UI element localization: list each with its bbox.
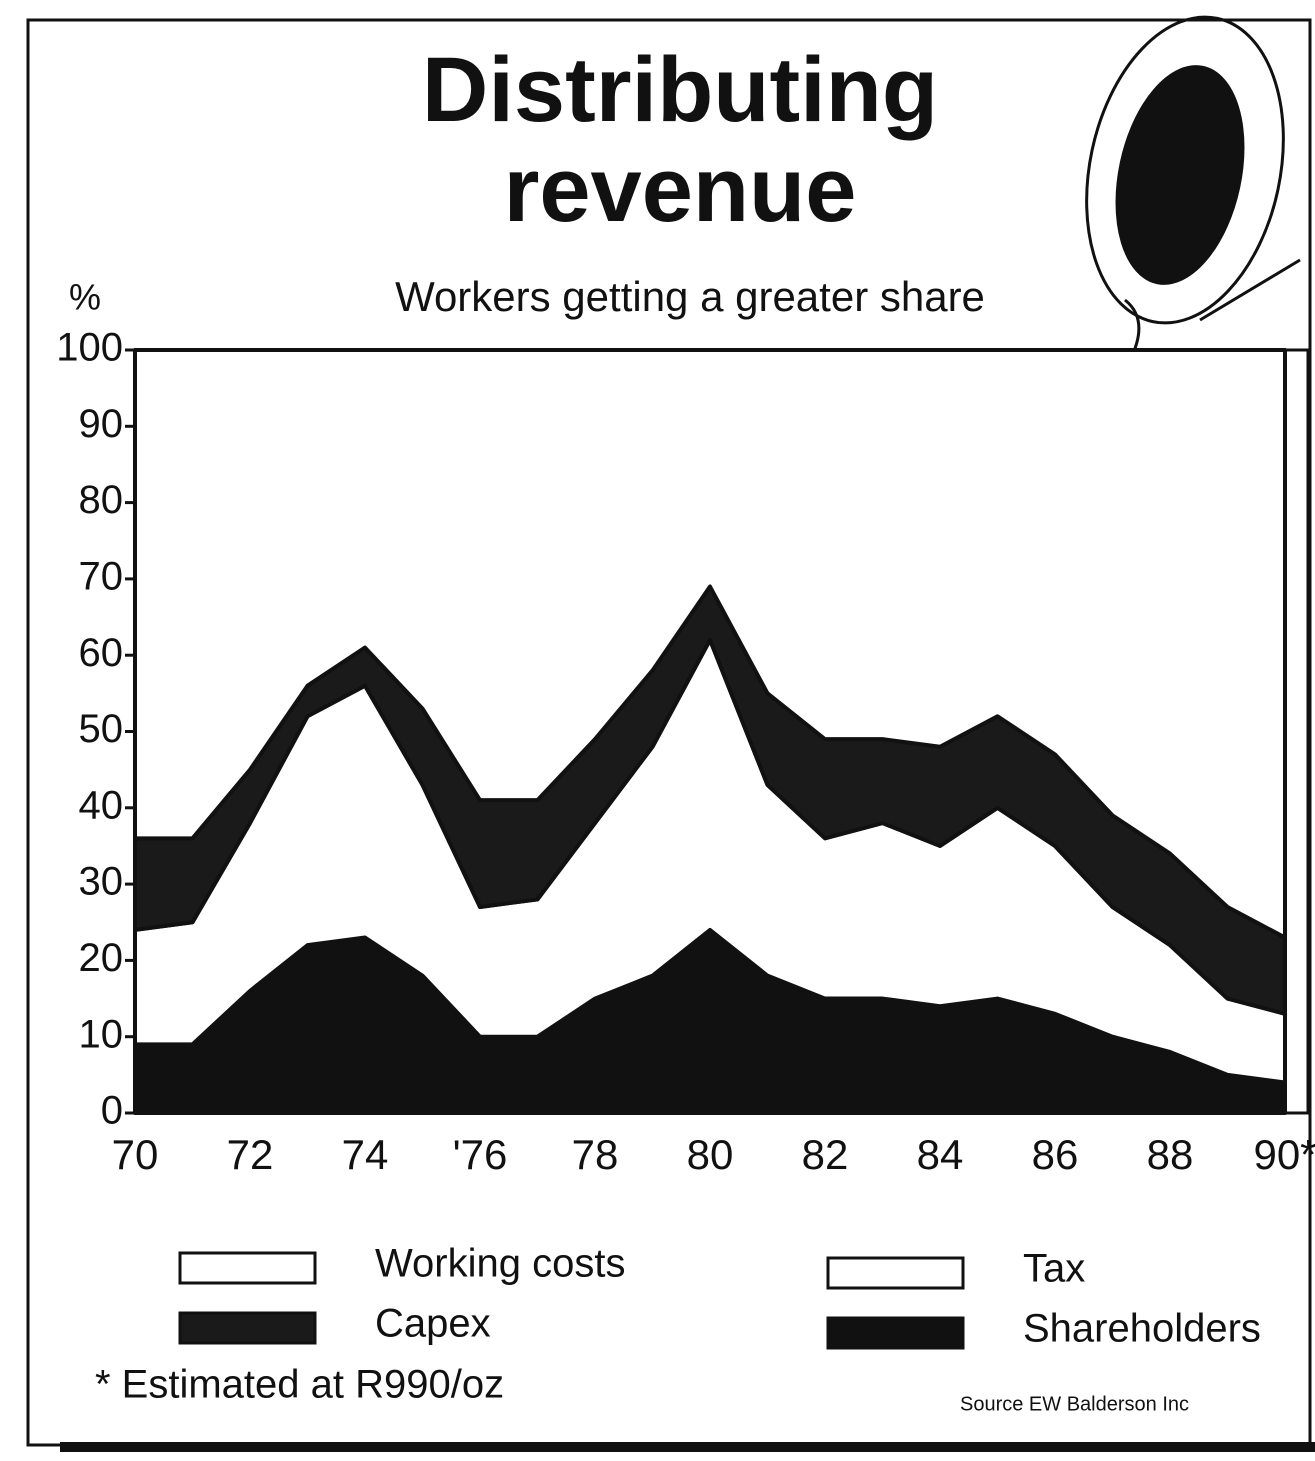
y-tick-label: 70 — [79, 554, 124, 598]
x-tick-label: 90* — [1253, 1131, 1315, 1178]
y-tick-label: 0 — [101, 1089, 123, 1133]
footnote: * Estimated at R990/oz — [95, 1363, 504, 1407]
x-tick-label: 82 — [802, 1131, 849, 1178]
legend-item: Shareholders — [828, 1307, 1261, 1351]
shadow — [60, 1442, 1315, 1452]
legend-item: Working costs — [180, 1242, 625, 1286]
x-tick-label: 74 — [342, 1131, 389, 1178]
y-tick-label: 10 — [79, 1012, 124, 1056]
y-tick-label: 20 — [79, 936, 124, 980]
legend-swatch — [180, 1253, 315, 1283]
x-tick-label: 88 — [1147, 1131, 1194, 1178]
chart-title: Distributing revenue — [330, 40, 1030, 240]
legend-label: Shareholders — [1023, 1307, 1261, 1351]
x-tick-label: 84 — [917, 1131, 964, 1178]
legend-label: Working costs — [375, 1242, 625, 1286]
legend-item: Capex — [180, 1302, 491, 1346]
x-tick-label: '76 — [453, 1131, 508, 1178]
legend-swatch — [180, 1313, 315, 1343]
y-tick-label: 30 — [79, 860, 124, 904]
x-tick-label: 72 — [227, 1131, 274, 1178]
legend-swatch — [828, 1258, 963, 1288]
x-tick-label: 86 — [1032, 1131, 1079, 1178]
source: Source EW Balderson Inc — [960, 1393, 1189, 1415]
y-axis-label: % — [69, 277, 101, 318]
page: Workers getting a greater share % * Esti… — [0, 0, 1315, 1461]
illustration — [1060, 0, 1310, 360]
y-tick-label: 50 — [79, 707, 124, 751]
x-tick-label: 80 — [687, 1131, 734, 1178]
legend-item: Tax — [828, 1247, 1085, 1291]
legend-swatch — [828, 1318, 963, 1348]
legend-label: Tax — [1023, 1247, 1085, 1291]
y-tick-label: 100 — [56, 326, 123, 370]
y-tick-label: 60 — [79, 631, 124, 675]
legend-label: Capex — [375, 1302, 491, 1346]
x-tick-label: 78 — [572, 1131, 619, 1178]
x-tick-label: 70 — [112, 1131, 159, 1178]
subtitle: Workers getting a greater share — [395, 273, 985, 320]
y-tick-label: 80 — [79, 478, 124, 522]
y-tick-label: 90 — [79, 402, 124, 446]
y-tick-label: 40 — [79, 783, 124, 827]
